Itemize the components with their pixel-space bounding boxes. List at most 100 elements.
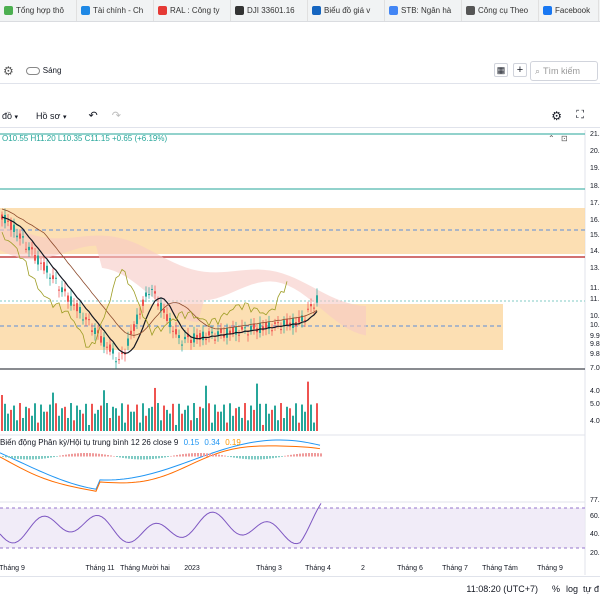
macd-histogram-bar	[197, 453, 199, 457]
log-toggle[interactable]: log	[565, 583, 578, 594]
candle-body	[229, 330, 231, 335]
candle-body	[31, 247, 33, 250]
volume-bar	[31, 415, 33, 431]
macd-histogram-bar	[119, 456, 121, 458]
macd-histogram-bar	[287, 455, 289, 457]
candle-body	[292, 318, 294, 329]
bookmark-item[interactable]: Công cụ Theo	[462, 0, 539, 21]
volume-bar	[34, 403, 36, 431]
add-icon[interactable]: +	[513, 63, 527, 77]
volume-bar	[304, 411, 306, 431]
time-tick-label: Tháng 11	[85, 565, 114, 572]
volume-bar	[46, 411, 48, 431]
macd-histogram-bar	[20, 456, 22, 460]
fullscreen-icon[interactable]: ⛶	[576, 109, 584, 121]
volume-bar	[238, 406, 240, 431]
profile-label: Hồ sơ	[36, 110, 61, 121]
volume-bar	[253, 409, 255, 431]
candle-body	[133, 324, 135, 331]
candle-body	[301, 315, 303, 322]
candle-body	[271, 330, 273, 332]
candle-body	[214, 339, 216, 341]
chevron-down-icon: ▾	[14, 113, 19, 121]
auto-toggle[interactable]: tự đ	[582, 583, 599, 594]
bookmark-item[interactable]: Tài chính - Ch	[77, 0, 154, 21]
volume-bar	[10, 409, 12, 431]
profile-dropdown[interactable]: Hồ sơ ▾	[36, 111, 66, 121]
macd-histogram-bar	[137, 456, 139, 460]
volume-bar	[187, 405, 189, 431]
volume-bar	[142, 403, 144, 431]
macd-histogram-bar	[8, 456, 10, 458]
macd-histogram-bar	[173, 455, 175, 457]
macd-histogram-bar	[29, 456, 31, 460]
gear-icon[interactable]: ⚙	[3, 63, 14, 78]
volume-bar	[157, 403, 159, 431]
price-tick-label: 9.8	[590, 341, 600, 348]
volume-bar	[256, 383, 258, 431]
macd-histogram-bar	[296, 453, 298, 457]
macd-histogram-bar	[290, 454, 292, 457]
ohlc-legend: O10.55 H11.20 L10.35 C11.15 +0.65 (+6.19…	[2, 134, 168, 143]
collapse-icon[interactable]: ⌃	[548, 134, 555, 143]
candle-body	[118, 359, 120, 361]
candle-body	[205, 339, 207, 341]
macd-histogram-bar	[62, 455, 64, 457]
volume-bar	[244, 403, 246, 431]
volume-bar	[223, 404, 225, 431]
candle-body	[82, 319, 84, 321]
volume-bar	[136, 404, 138, 431]
macd-histogram-bar	[80, 453, 82, 457]
volume-bar	[124, 422, 126, 431]
volume-bar	[268, 413, 270, 431]
bookmark-item[interactable]: STB: Ngân hà	[385, 0, 462, 21]
settings-gear-icon[interactable]: ⚙	[551, 108, 562, 123]
candle-body	[28, 246, 30, 251]
macd-histogram-bar	[122, 456, 124, 458]
layout-grid-icon[interactable]: ▦	[494, 63, 508, 77]
macd-histogram-bar	[2, 456, 4, 457]
volume-bar	[274, 405, 276, 431]
volume-bar	[241, 417, 243, 431]
macd-histogram-bar	[14, 456, 16, 459]
moving-average-line	[1, 216, 318, 355]
volume-bar	[211, 422, 213, 431]
macd-histogram-bar	[77, 453, 79, 457]
redo-icon[interactable]: ↷	[111, 110, 121, 122]
search-input[interactable]: ⌕ Tìm kiếm	[530, 61, 598, 81]
undo-icon[interactable]: ↶	[88, 110, 98, 122]
volume-bar	[205, 385, 207, 431]
percent-toggle[interactable]: %	[551, 583, 560, 594]
macd-histogram-bar	[50, 456, 52, 458]
candle-body	[85, 317, 87, 320]
bookmark-label: Công cụ Theo	[478, 6, 529, 15]
macd-histogram-bar	[206, 453, 208, 457]
volume-bar	[220, 411, 222, 431]
macd-histogram-bar	[167, 456, 169, 457]
bookmark-item[interactable]: DJI 33601.16	[231, 0, 308, 21]
theme-toggle[interactable]: Sáng	[25, 66, 61, 75]
bookmark-item[interactable]: Tổng hợp thô	[0, 0, 77, 21]
volume-bar	[79, 409, 81, 431]
volume-bar	[199, 406, 201, 431]
volume-bar	[40, 404, 42, 431]
time-tick-label: Tháng 6	[397, 565, 423, 572]
macd-histogram-bar	[125, 456, 127, 459]
volume-bar	[316, 403, 318, 431]
bookmark-item[interactable]: RAL : Công ty	[154, 0, 231, 21]
macd-histogram-bar	[278, 456, 280, 458]
interval-dropdown[interactable]: đồ ▾	[2, 111, 18, 121]
price-tick-label: 10.	[590, 313, 600, 320]
macd-histogram-bar	[110, 455, 112, 457]
candle-body	[259, 323, 261, 333]
candle-body	[190, 339, 192, 343]
bookmark-item[interactable]: Facebook	[539, 0, 599, 21]
macd-histogram-bar	[305, 453, 307, 457]
macd-histogram-bar	[140, 456, 142, 460]
volume-tick-label: 5.0	[590, 401, 600, 408]
macd-histogram-bar	[245, 456, 247, 460]
maximize-icon[interactable]: ⊡	[560, 134, 568, 143]
chart-area[interactable]: O10.55 H11.20 L10.35 C11.15 +0.65 (+6.19…	[0, 130, 600, 575]
candle-body	[4, 214, 6, 224]
bookmark-item[interactable]: Biểu đồ giá v	[308, 0, 385, 21]
